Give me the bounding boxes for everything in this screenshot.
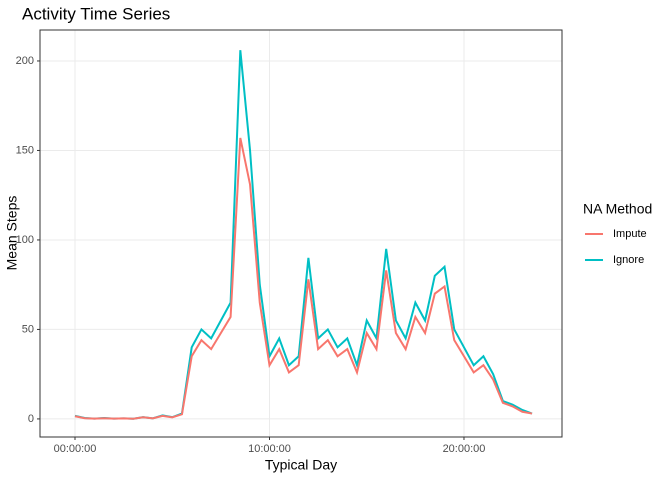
y-axis-label: Mean Steps (4, 196, 20, 271)
x-tick-label: 10:00:00 (248, 443, 291, 455)
legend-label: Ignore (613, 254, 644, 266)
x-tick-label: 00:00:00 (54, 443, 97, 455)
y-tick-label: 100 (16, 234, 34, 246)
chart-title: Activity Time Series (22, 4, 170, 23)
y-tick-label: 50 (22, 323, 34, 335)
x-tick-label: 20:00:00 (443, 443, 486, 455)
x-axis-label: Typical Day (265, 457, 337, 473)
y-tick-label: 150 (16, 144, 34, 156)
plot-border (39, 29, 563, 438)
y-tick-label: 200 (16, 55, 34, 67)
legend-label: Impute (613, 228, 647, 240)
legend-title: NA Method (583, 201, 652, 217)
y-tick-label: 0 (28, 413, 34, 425)
series-line (74, 137, 533, 420)
